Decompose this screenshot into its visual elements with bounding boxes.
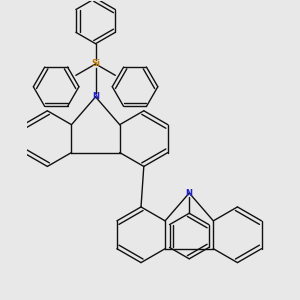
Text: N: N xyxy=(92,92,99,101)
Text: N: N xyxy=(186,188,193,197)
Text: Si: Si xyxy=(91,59,100,68)
